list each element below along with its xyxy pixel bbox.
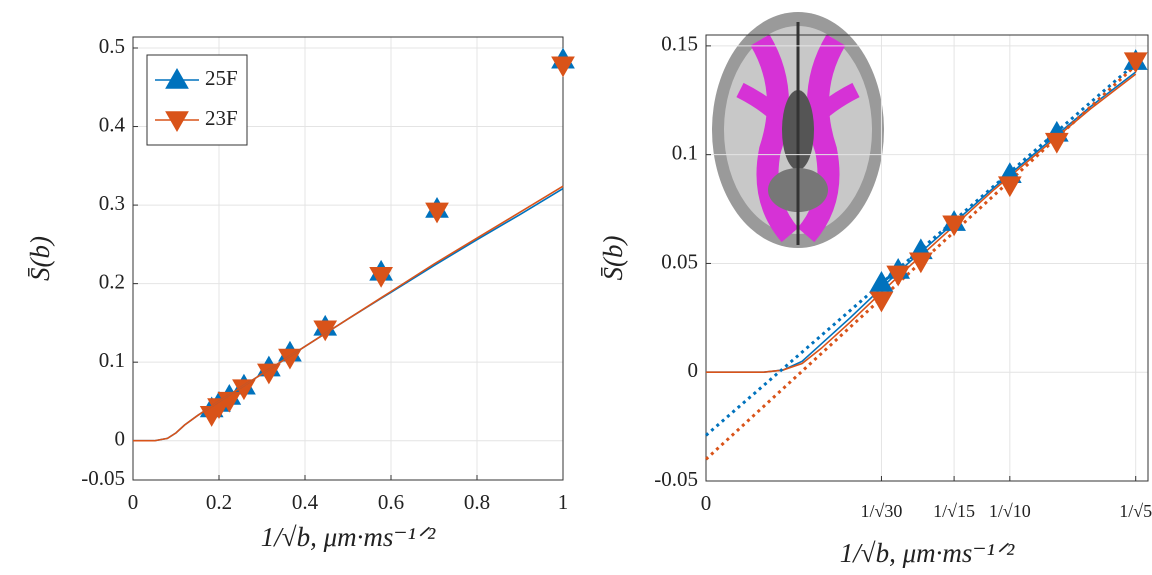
x-tick-label: 0 bbox=[701, 491, 712, 515]
x-tick-label: 0.2 bbox=[206, 490, 232, 514]
x-tick-label: 1/√30 bbox=[861, 501, 903, 521]
x-tick-label: 0.4 bbox=[292, 490, 319, 514]
fit-line bbox=[133, 186, 563, 440]
legend-label: 25F bbox=[205, 66, 238, 90]
x-tick-label: 0 bbox=[128, 490, 139, 514]
brain-inset bbox=[712, 12, 884, 248]
y-tick-label: -0.05 bbox=[81, 466, 125, 490]
y-axis-label: S̄(b) bbox=[598, 236, 628, 281]
y-tick-label: 0.05 bbox=[661, 249, 698, 273]
y-tick-label: 0.15 bbox=[661, 32, 698, 56]
y-tick-label: 0.5 bbox=[99, 34, 125, 58]
x-tick-label: 1/√10 bbox=[989, 501, 1031, 521]
y-tick-label: 0.4 bbox=[99, 112, 126, 136]
x-tick-label: 1 bbox=[558, 490, 569, 514]
fit-line bbox=[133, 189, 563, 441]
x-tick-label: 0.6 bbox=[378, 490, 404, 514]
y-tick-label: 0 bbox=[688, 358, 699, 382]
y-tick-label: 0.3 bbox=[99, 191, 125, 215]
x-tick-label: 1/√5 bbox=[1119, 501, 1152, 521]
figure: -0.0500.10.20.30.40.500.20.40.60.811/√b,… bbox=[0, 0, 1152, 575]
x-axis-label: 1/√b, μm·ms⁻¹ᐟ² bbox=[840, 538, 1015, 568]
y-tick-label: 0.1 bbox=[99, 348, 125, 372]
x-tick-label: 0.8 bbox=[464, 490, 490, 514]
legend-label: 23F bbox=[205, 106, 238, 130]
x-axis-label: 1/√b, μm·ms⁻¹ᐟ² bbox=[261, 522, 436, 552]
y-tick-label: -0.05 bbox=[654, 467, 698, 491]
y-tick-label: 0.2 bbox=[99, 269, 125, 293]
marker bbox=[999, 177, 1021, 196]
y-axis-label: S̄(b) bbox=[25, 236, 55, 281]
y-tick-label: 0.1 bbox=[672, 140, 698, 164]
marker bbox=[870, 292, 892, 311]
x-tick-label: 1/√15 bbox=[933, 501, 975, 521]
y-tick-label: 0 bbox=[115, 427, 126, 451]
